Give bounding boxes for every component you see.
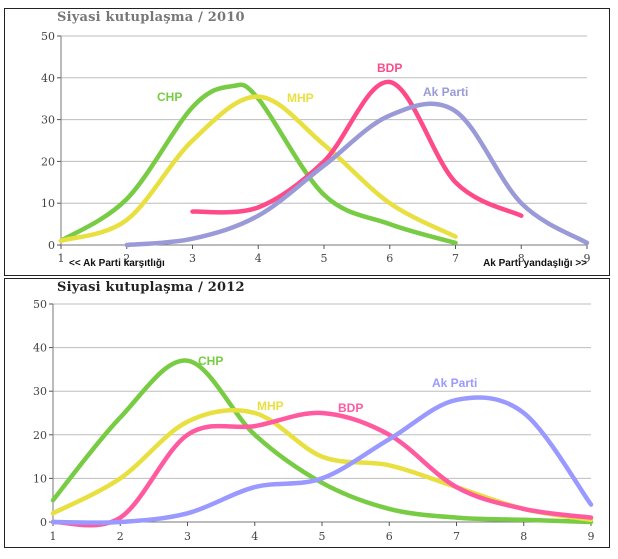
series-label-ak-parti: Ak Parti [423, 85, 468, 99]
plot-area: 0 10 20 30 40 50 1 2 3 4 5 6 7 8 9 CHP MHP BDP Ak Parti [41, 30, 591, 265]
y-tick-label: 0 [48, 239, 55, 252]
y-tick-label: 50 [33, 298, 47, 311]
x-tick-label: 7 [452, 252, 459, 265]
series-label-ak-parti: Ak Parti [432, 376, 477, 390]
series-line-ak-parti [50, 395, 594, 525]
x-tick-label: 1 [58, 252, 65, 265]
x-tick-label: 4 [251, 530, 258, 543]
series-label-mhp: MHP [257, 399, 284, 413]
x-tick-label: 3 [189, 252, 196, 265]
series-label-mhp: MHP [287, 91, 314, 105]
chart-title: Siyasi kutuplaşma / 2010 [57, 10, 245, 25]
x-tick-label: 7 [453, 530, 460, 543]
series-label-chp: CHP [157, 90, 182, 104]
x-tick-label: 1 [50, 530, 57, 543]
series-line-mhp [58, 94, 458, 244]
x-annotation-left: << Ak Parti karşıtlığı [69, 258, 165, 269]
x-tick-label: 2 [117, 530, 124, 543]
x-tick-label: 9 [584, 252, 591, 265]
series-line-ak-parti [124, 101, 590, 248]
y-tick-label: 0 [40, 516, 47, 529]
x-tick-label: 5 [321, 252, 328, 265]
y-tick-label: 50 [41, 30, 55, 43]
x-tick-label: 8 [520, 530, 527, 543]
series-label-chp: CHP [198, 354, 223, 368]
y-tick-label: 20 [41, 155, 55, 168]
y-tick-label: 10 [33, 472, 47, 485]
series-line-bdp [50, 410, 594, 528]
y-tick-label: 20 [33, 429, 47, 442]
series-line-chp [58, 82, 458, 246]
x-tick-label: 9 [588, 530, 595, 543]
x-tick-label: 6 [386, 252, 393, 265]
y-tick-label: 30 [41, 114, 55, 127]
y-tick-label: 10 [41, 197, 55, 210]
chart-2010: Siyasi kutuplaşma / 2010 0 10 20 30 40 50 1 2 3 4… [4, 8, 610, 276]
series-line-chp [50, 358, 594, 525]
y-tick-label: 40 [41, 72, 55, 85]
series-line-bdp [190, 79, 524, 218]
plot-area: 0 10 20 30 40 50 1 2 3 4 5 6 7 8 9 CHP MHP BDP Ak Parti [33, 298, 595, 543]
x-tick-label: 6 [386, 530, 393, 543]
x-tick-label: 5 [319, 530, 326, 543]
chart-title: Siyasi kutuplaşma / 2012 [57, 280, 245, 295]
chart-2012: Siyasi kutuplaşma / 2012 0 10 20 30 40 50 1 2 3 4… [4, 278, 610, 548]
x-annotation-right: Ak Parti yandaşlığı >> [483, 258, 587, 269]
x-tick-label: 2 [123, 252, 130, 265]
y-tick-label: 30 [33, 385, 47, 398]
y-tick-label: 40 [33, 342, 47, 355]
series-label-bdp: BDP [377, 61, 402, 75]
x-tick-label: 4 [255, 252, 262, 265]
x-tick-label: 3 [184, 530, 191, 543]
x-tick-label: 8 [518, 252, 525, 265]
series-label-bdp: BDP [338, 401, 363, 415]
